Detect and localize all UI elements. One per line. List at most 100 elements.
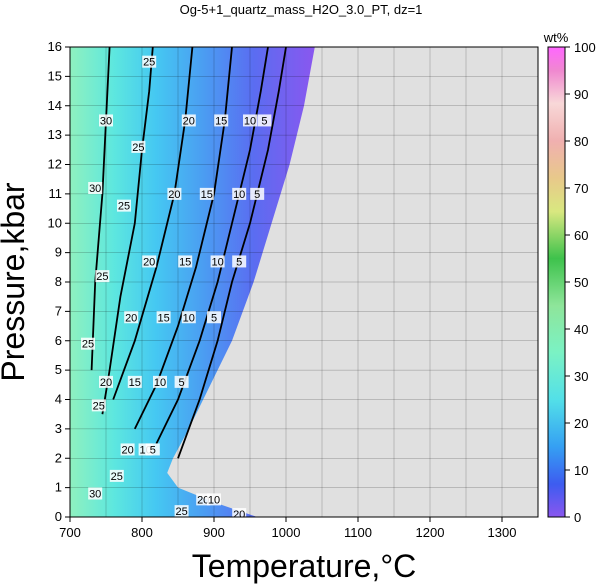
contour-label: 30 (88, 487, 103, 501)
contour-label-text: 25 (143, 57, 155, 69)
x-tick-label: 1000 (272, 525, 301, 540)
contour-label: 20 (181, 114, 196, 127)
contour-label: 25 (131, 140, 146, 154)
contour-label-text: 25 (175, 506, 187, 518)
contour-label-text: 5 (211, 312, 217, 324)
grid-lines (70, 47, 538, 517)
y-tick-label: 6 (55, 333, 62, 348)
contour-label-text: 5 (254, 189, 260, 201)
contour-label-text: 20 (125, 312, 137, 324)
x-tick-label: 1300 (488, 525, 517, 540)
contour-label-text: 25 (93, 400, 105, 412)
contour-label: 15 (178, 255, 193, 268)
contour-label: 10 (210, 255, 225, 268)
contour-label-text: 25 (111, 471, 123, 483)
contour-label: 10 (181, 311, 196, 324)
contour-label: 20 (120, 443, 135, 456)
contour-label: 10 (243, 114, 257, 127)
contour-label-text: 15 (129, 377, 141, 389)
contour-line-10 (155, 47, 269, 444)
colorbar-ticks: 0 10 20 30 40 50 60 70 80 90 100 (565, 40, 596, 525)
contour-label: 25 (95, 270, 110, 283)
y-tick-label: 4 (55, 392, 62, 407)
colorbar-tick-label: 30 (574, 369, 588, 384)
contour-label: 25 (142, 55, 157, 69)
y-tick-label: 0 (55, 509, 62, 524)
chart-title: Og-5+1_quartz_mass_H2O_3.0_PT, dz=1 (180, 2, 423, 17)
contour-label: 15 (199, 187, 214, 201)
contour-label: 25 (81, 337, 95, 351)
colorbar-label: wt% (543, 30, 569, 45)
contour-label-text: 10 (244, 115, 256, 127)
contour-label: 15 (127, 375, 142, 389)
contour-label-text: 15 (215, 115, 227, 127)
colorbar-tick-label: 90 (574, 87, 588, 102)
contour-label-text: 30 (100, 115, 112, 127)
contour-label-text: 20 (100, 377, 112, 389)
y-tick-label: 13 (48, 127, 62, 142)
contour-label-text: 5 (150, 444, 156, 456)
contour-line-20 (112, 47, 194, 400)
x-tick-label: 800 (131, 525, 153, 540)
contour-label: 20 (196, 493, 211, 506)
colorbar-tick-label: 50 (574, 275, 588, 290)
contour-line-30 (90, 47, 111, 371)
x-tick-label: 700 (59, 525, 81, 540)
contour-label: 20 (124, 311, 139, 324)
y-tick-label: 1 (55, 480, 62, 495)
x-tick-label: 900 (203, 525, 225, 540)
colorbar-tick-label: 10 (574, 463, 588, 478)
contour-label-text: 20 (121, 444, 133, 456)
contour-label-text: 25 (96, 271, 108, 283)
contour-label-text: 20 (183, 115, 195, 127)
contour-label: 5 (174, 375, 189, 389)
contour-label: 20 (142, 255, 157, 268)
y-tick-label: 8 (55, 274, 62, 289)
contour-label: 20 (99, 375, 113, 389)
contour-label: 15 (214, 114, 229, 127)
contour-label-text: 5 (261, 115, 267, 127)
colorbar-tick-label: 60 (574, 228, 588, 243)
contour-label-text: 25 (132, 142, 144, 154)
contour-label-text: 20 (143, 256, 155, 268)
contour-label: 15 (156, 311, 171, 324)
contour-label-text: 5 (236, 256, 242, 268)
contour-label-text: 30 (89, 183, 101, 195)
contour-label-text: 10 (233, 189, 245, 201)
contour-label: 25 (109, 469, 124, 483)
colorbar-tick-label: 70 (574, 181, 588, 196)
contour-label-text: 10 (154, 377, 166, 389)
contour-label-text: 20 (168, 189, 180, 201)
contour-label: 25 (174, 505, 189, 518)
contour-label: 5 (257, 114, 272, 127)
contour-label: 25 (117, 199, 131, 213)
x-tick-label: 1200 (416, 525, 445, 540)
colorbar-tick-label: 20 (574, 416, 588, 431)
contour-line-5 (177, 47, 287, 459)
y-tick-label: 14 (48, 98, 62, 113)
y-tick-label: 12 (48, 157, 62, 172)
y-tick-label: 16 (48, 39, 62, 54)
y-tick-label: 5 (55, 362, 62, 377)
colorbar-tick-label: 0 (574, 510, 581, 525)
contour-label: 5 (145, 443, 160, 456)
contour-label: 10 (153, 375, 167, 389)
contour-line-25 (101, 47, 154, 415)
contour-label: 25 (91, 399, 106, 412)
contour-label-text: 10 (183, 312, 195, 324)
contour-label-text: 25 (118, 201, 130, 213)
colorbar-tick-label: 40 (574, 322, 588, 337)
x-tick-label: 1100 (344, 525, 372, 540)
contour-label: 20 (167, 187, 182, 201)
y-tick-label: 9 (55, 245, 62, 260)
y-tick-label: 10 (48, 215, 62, 230)
contour-label-text: 5 (179, 377, 185, 389)
contour-label-text: 20 (197, 494, 209, 506)
contour-label-text: 30 (89, 489, 101, 501)
contour-label-text: 15 (179, 256, 191, 268)
contour-label-text: 20 (233, 509, 245, 521)
colorbar-tick-label: 100 (574, 40, 596, 55)
contour-label: 5 (232, 255, 247, 268)
x-axis-label: Temperature,°C (192, 548, 416, 584)
